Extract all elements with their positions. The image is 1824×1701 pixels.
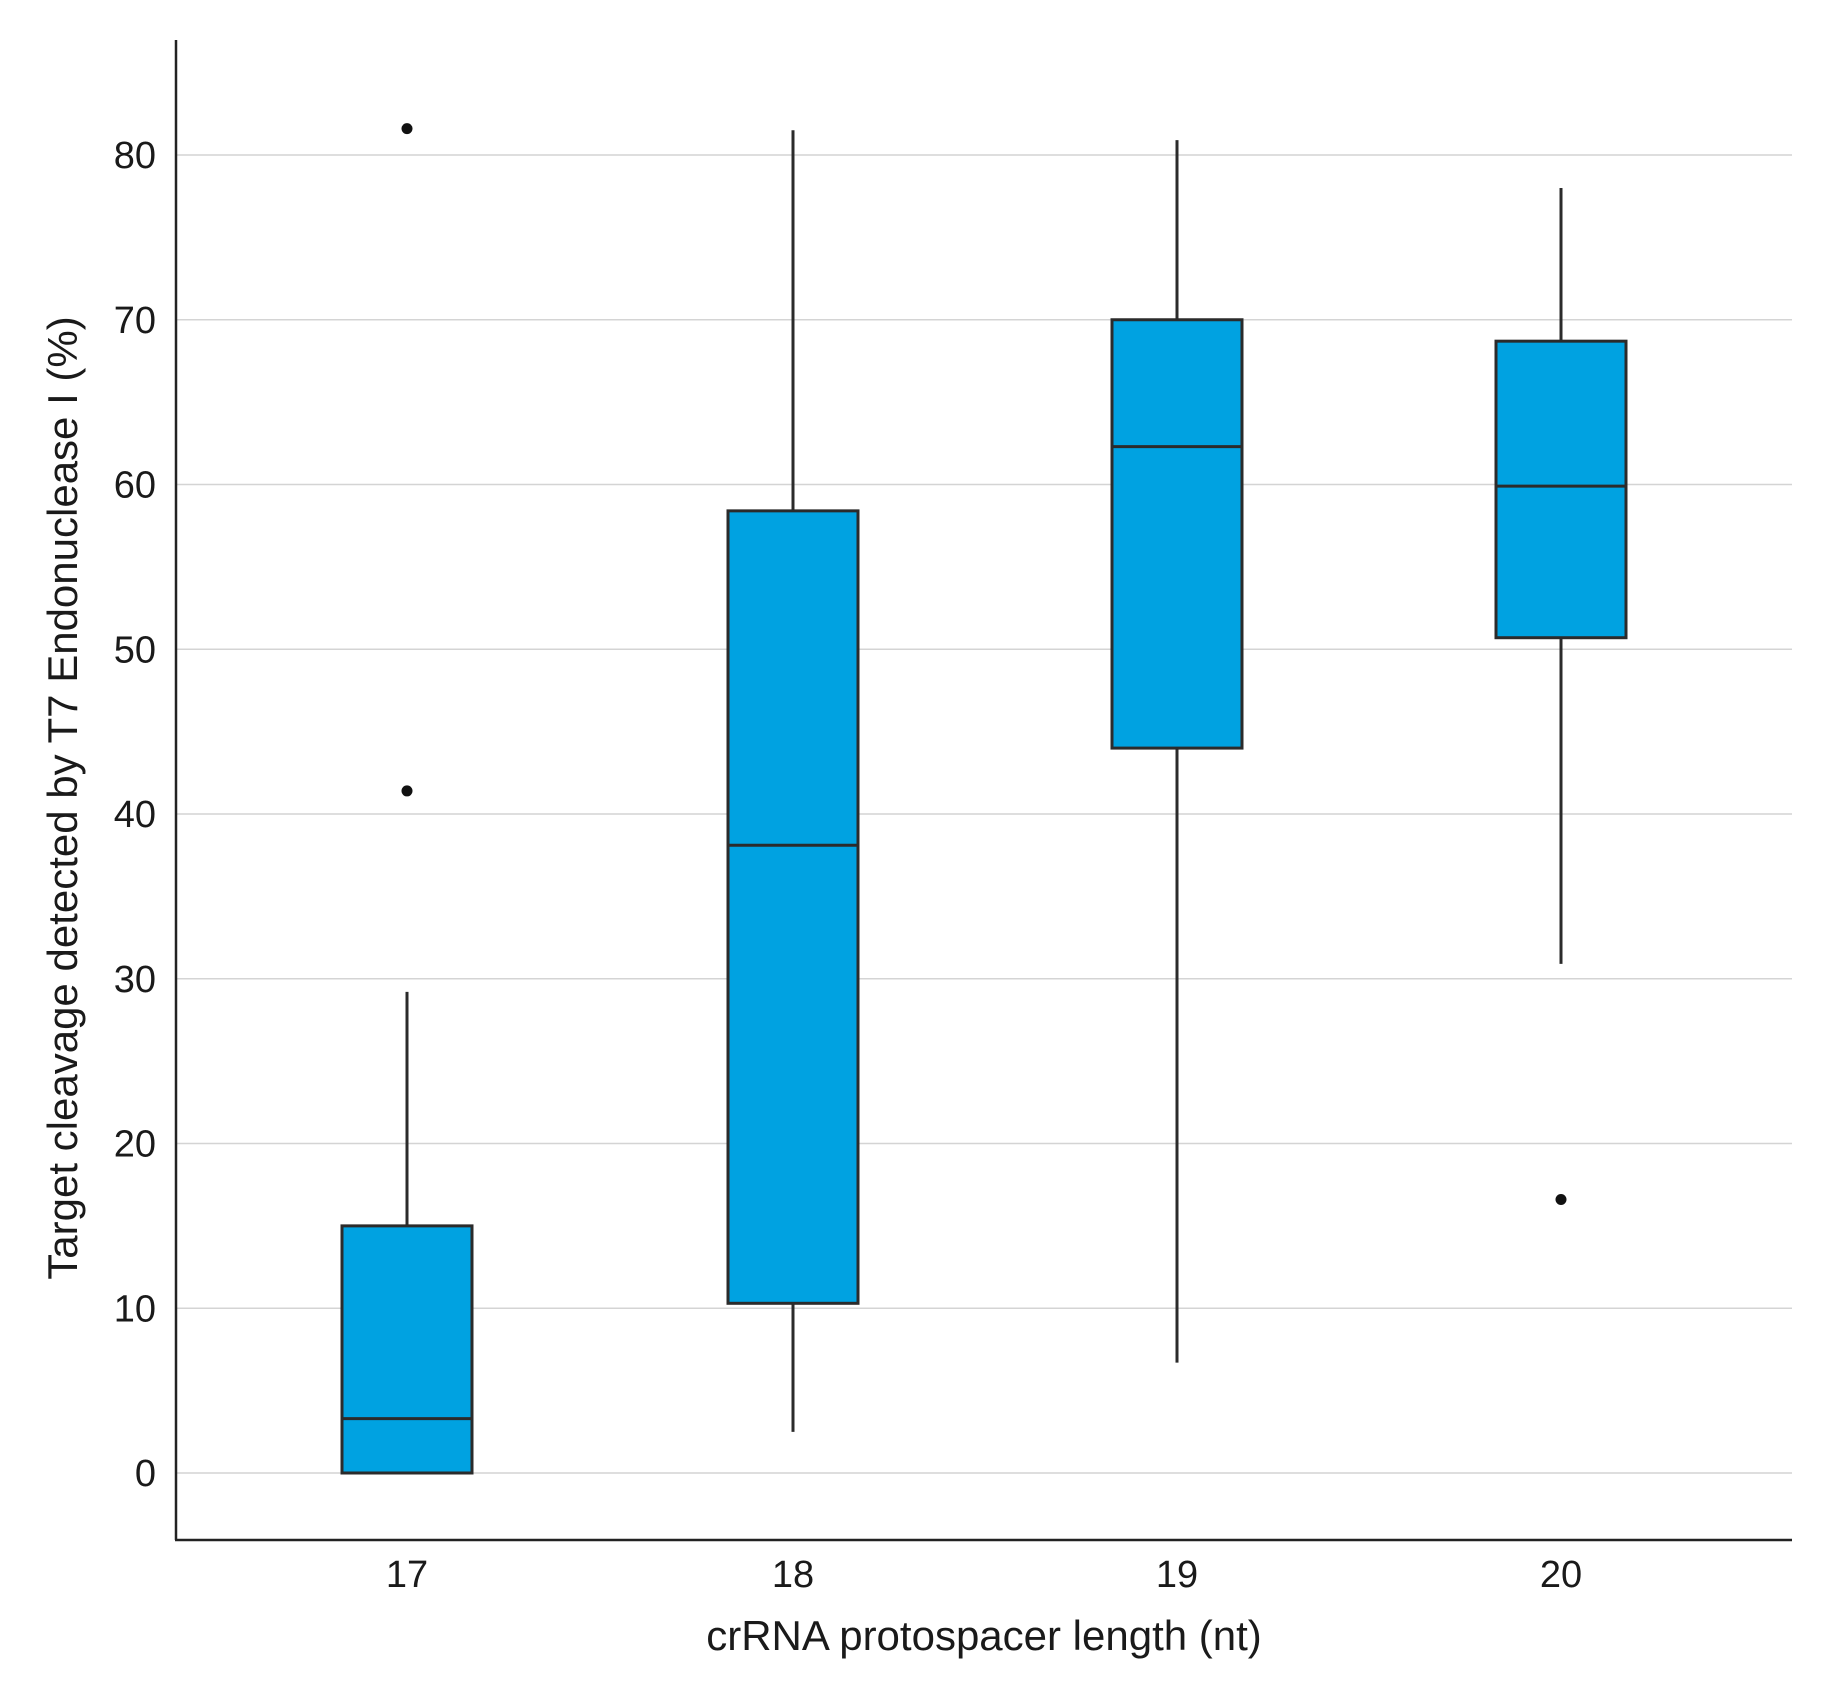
y-tick-label: 0 [135,1453,156,1495]
box-19 [1110,140,1244,1363]
iqr-box [1494,339,1628,640]
box-18 [726,130,860,1432]
y-tick-label: 80 [114,135,156,177]
iqr-box [340,1224,474,1475]
axes [174,40,1792,1542]
x-tick-label: 17 [386,1554,428,1596]
y-tick-label: 50 [114,629,156,671]
y-tick-labels: 0 10 20 30 40 50 60 70 80 [114,135,156,1495]
x-tick-labels: 17 18 19 20 [386,1554,1582,1596]
y-tick-label: 60 [114,465,156,507]
boxes [340,123,1628,1475]
y-tick-label: 30 [114,959,156,1001]
y-tick-label: 20 [114,1124,156,1166]
iqr-box [726,509,860,1305]
x-tick-label: 20 [1540,1554,1582,1596]
x-tick-label: 18 [772,1554,814,1596]
x-axis-title: crRNA protospacer length (nt) [706,1612,1262,1659]
y-tick-label: 40 [114,794,156,836]
box-17 [340,123,474,1475]
y-axis-title: Target cleavage detected by T7 Endonucle… [39,316,86,1279]
box-20 [1494,187,1628,1206]
iqr-box [1110,318,1244,750]
outlier-point [401,785,413,797]
y-tick-label: 70 [114,300,156,342]
x-tick-label: 19 [1156,1554,1198,1596]
outlier-point [401,123,413,135]
outlier-point [1555,1194,1567,1206]
y-tick-label: 10 [114,1288,156,1330]
